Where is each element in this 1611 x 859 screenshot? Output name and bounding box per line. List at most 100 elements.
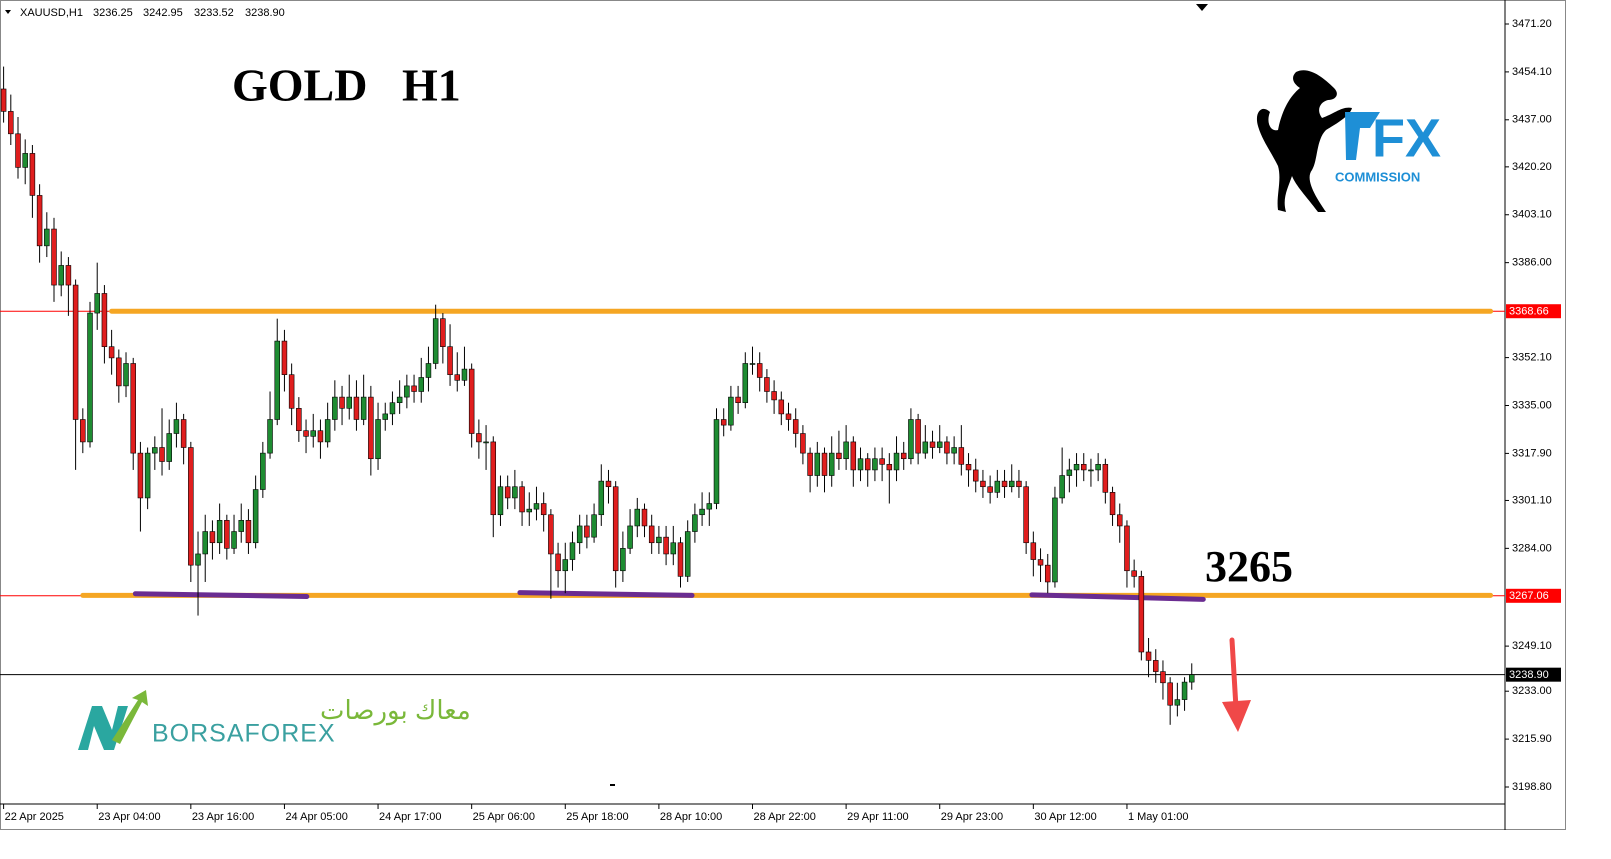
candle-body xyxy=(742,363,749,404)
fx-logo: FX COMMISSION xyxy=(1256,70,1441,212)
candle-body xyxy=(375,419,381,460)
candle-body xyxy=(879,458,885,465)
candle-body xyxy=(1109,492,1116,516)
candle-body xyxy=(1059,475,1065,499)
candle-body xyxy=(0,88,7,112)
candle-body xyxy=(1088,469,1094,472)
candle-body xyxy=(756,363,763,378)
down-arrow xyxy=(1222,637,1251,732)
candle-body xyxy=(504,486,511,499)
candle-body xyxy=(260,452,266,490)
y-tick-label: 3471.20 xyxy=(1512,18,1552,30)
candle-body xyxy=(828,452,835,476)
candle-body xyxy=(648,525,655,544)
candle-body xyxy=(245,520,252,544)
candle-body xyxy=(821,452,828,476)
candle-body xyxy=(65,265,72,286)
level-box xyxy=(1506,304,1561,319)
y-tick-label: 3233.00 xyxy=(1512,685,1552,697)
candle-body xyxy=(1052,497,1058,583)
borsa-arabic: معاك بورصات xyxy=(320,695,471,726)
candle-body xyxy=(209,531,216,544)
candle-body xyxy=(929,441,936,448)
candle-body xyxy=(598,480,605,516)
candle-body xyxy=(432,318,439,364)
y-tick-label: 3284.00 xyxy=(1512,542,1552,554)
candle-body xyxy=(922,441,929,454)
candle-body xyxy=(1066,469,1073,476)
candle-body xyxy=(44,228,50,247)
candle-body xyxy=(303,430,309,437)
candle-body xyxy=(490,441,497,516)
candle-body xyxy=(1124,525,1130,572)
candle-body xyxy=(713,419,720,504)
candle-body xyxy=(425,363,432,378)
candle-body xyxy=(836,452,842,460)
candle-body xyxy=(166,433,172,462)
candle-body xyxy=(36,195,43,247)
candle-body xyxy=(1044,564,1051,583)
candle-body xyxy=(1189,674,1195,683)
candle-body xyxy=(936,441,943,448)
candle-body xyxy=(116,357,122,387)
candle-body xyxy=(994,480,1001,493)
candle-body xyxy=(152,447,158,454)
candle-body xyxy=(1102,464,1109,493)
candle-body xyxy=(411,385,417,392)
candle-body xyxy=(605,480,612,488)
candle-body xyxy=(296,408,302,432)
candle-body xyxy=(360,396,367,420)
candle-body xyxy=(900,452,907,460)
candle-body xyxy=(800,433,806,454)
candle-body xyxy=(418,377,425,392)
x-tick-label: 30 Apr 12:00 xyxy=(1034,811,1096,823)
candle-body xyxy=(965,464,972,471)
candle-body xyxy=(483,441,489,444)
candle-body xyxy=(1131,570,1137,577)
candle-body xyxy=(1174,699,1181,706)
x-tick-label: 29 Apr 23:00 xyxy=(941,811,1003,823)
candle-body xyxy=(1153,660,1159,672)
x-tick-label: 28 Apr 22:00 xyxy=(754,811,816,823)
candle-body xyxy=(310,430,316,437)
candle-body xyxy=(231,531,237,549)
candle-body xyxy=(274,340,280,420)
candle-body xyxy=(720,419,727,426)
candle-body xyxy=(670,542,677,555)
plot-area xyxy=(0,66,1505,725)
candle-body xyxy=(1138,576,1145,653)
candle-body xyxy=(288,374,295,409)
candle-body xyxy=(1008,480,1015,488)
x-tick-label: 23 Apr 16:00 xyxy=(192,811,254,823)
candle-body xyxy=(612,486,619,572)
y-tick-label: 3317.90 xyxy=(1512,447,1552,459)
candle-body xyxy=(548,514,554,555)
candle-body xyxy=(339,396,345,409)
candle-body xyxy=(972,469,979,482)
y-tick-label: 3403.10 xyxy=(1512,209,1552,221)
candle-body xyxy=(540,503,547,516)
candle-body xyxy=(850,441,857,471)
candle-body xyxy=(1167,682,1173,706)
symbol: XAUUSD,H1 xyxy=(20,7,83,19)
candle-body xyxy=(440,318,446,347)
candle-body xyxy=(1073,464,1080,471)
borsa-text: BORSAFOREX xyxy=(152,720,336,748)
header-high: 3242.95 xyxy=(143,7,183,19)
candle-body xyxy=(641,508,648,527)
candle-body xyxy=(764,377,770,392)
candle-body xyxy=(15,133,21,168)
candle-body xyxy=(699,508,705,516)
candle-body xyxy=(857,458,864,471)
x-tick-label: 25 Apr 18:00 xyxy=(566,811,628,823)
candle-body xyxy=(404,385,410,398)
y-tick-label: 3335.00 xyxy=(1512,399,1552,411)
header-close: 3238.90 xyxy=(245,7,285,19)
candle-body xyxy=(195,553,201,566)
candle-body xyxy=(94,293,100,314)
candle-body xyxy=(908,419,914,460)
candle-body xyxy=(591,514,597,538)
candle-body xyxy=(1080,464,1087,471)
y-tick-label: 3249.10 xyxy=(1512,640,1552,652)
